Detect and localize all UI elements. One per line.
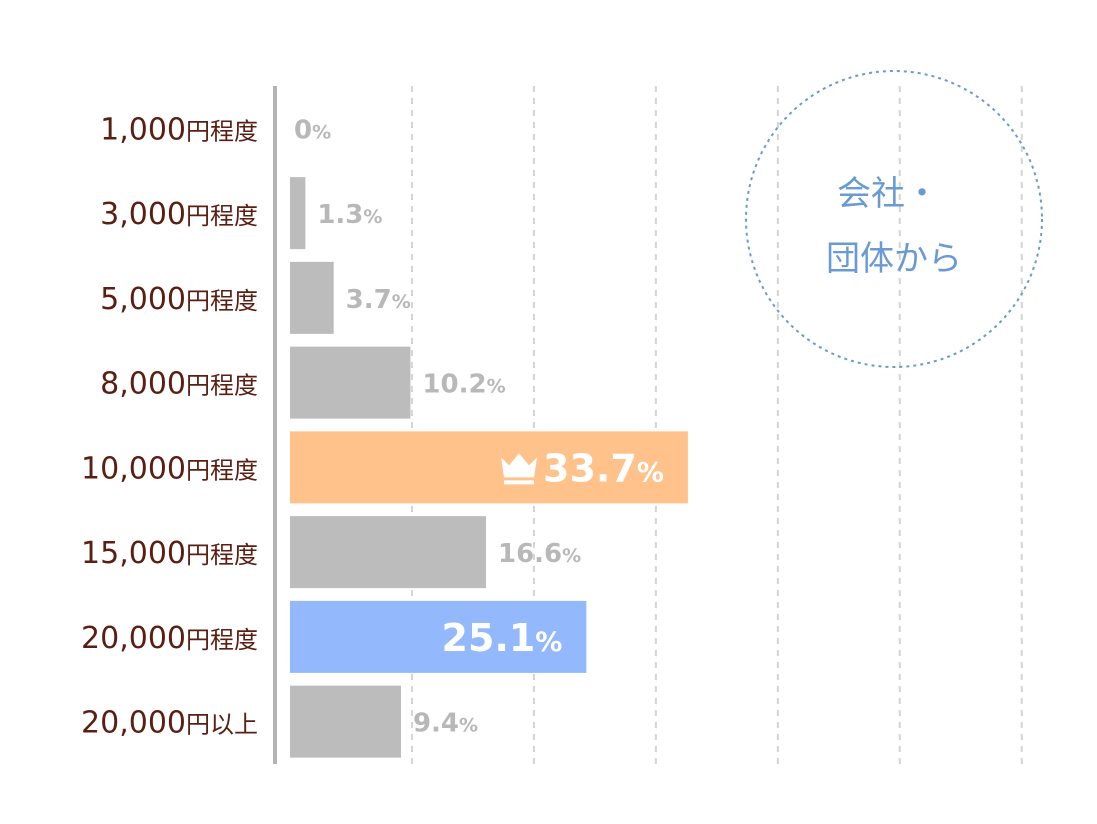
bar — [290, 261, 334, 334]
bar — [290, 177, 306, 250]
category-label: 20,000円程度 — [81, 621, 258, 656]
value-labels: 0% 1.3% 3.7% 10.2% 33.7% 16.6% 25.1% 9.4% — [294, 115, 664, 738]
value-label: 1.3% — [317, 200, 382, 230]
bar — [290, 516, 486, 589]
badge: 会社・ 団体から — [745, 70, 1043, 368]
category-labels: 1,000円程度 3,000円程度 5,000円程度 8,000円程度 10,000円程… — [81, 112, 258, 740]
bars — [290, 177, 688, 758]
value-label: 33.7% — [543, 446, 664, 490]
value-label: 16.6% — [498, 539, 581, 569]
value-label: 10.2% — [422, 370, 505, 400]
category-label: 15,000円程度 — [81, 536, 258, 571]
badge-circle — [745, 70, 1043, 368]
value-label: 3.7% — [346, 285, 411, 315]
badge-line-2: 団体から — [826, 239, 962, 279]
crown-icon — [501, 453, 538, 485]
bar — [290, 685, 401, 758]
category-label: 8,000円程度 — [100, 367, 258, 402]
category-label: 20,000円以上 — [81, 706, 258, 741]
category-label: 10,000円程度 — [81, 451, 258, 486]
value-label: 0% — [294, 115, 331, 145]
bar — [290, 600, 587, 673]
value-label: 25.1% — [442, 616, 563, 660]
value-label: 9.4% — [413, 709, 478, 739]
category-label: 3,000円程度 — [100, 197, 258, 232]
category-label: 5,000円程度 — [100, 282, 258, 317]
badge-line-1: 会社・ — [837, 174, 939, 214]
bar — [290, 431, 688, 504]
bar — [290, 346, 411, 419]
category-label: 1,000円程度 — [100, 112, 258, 147]
